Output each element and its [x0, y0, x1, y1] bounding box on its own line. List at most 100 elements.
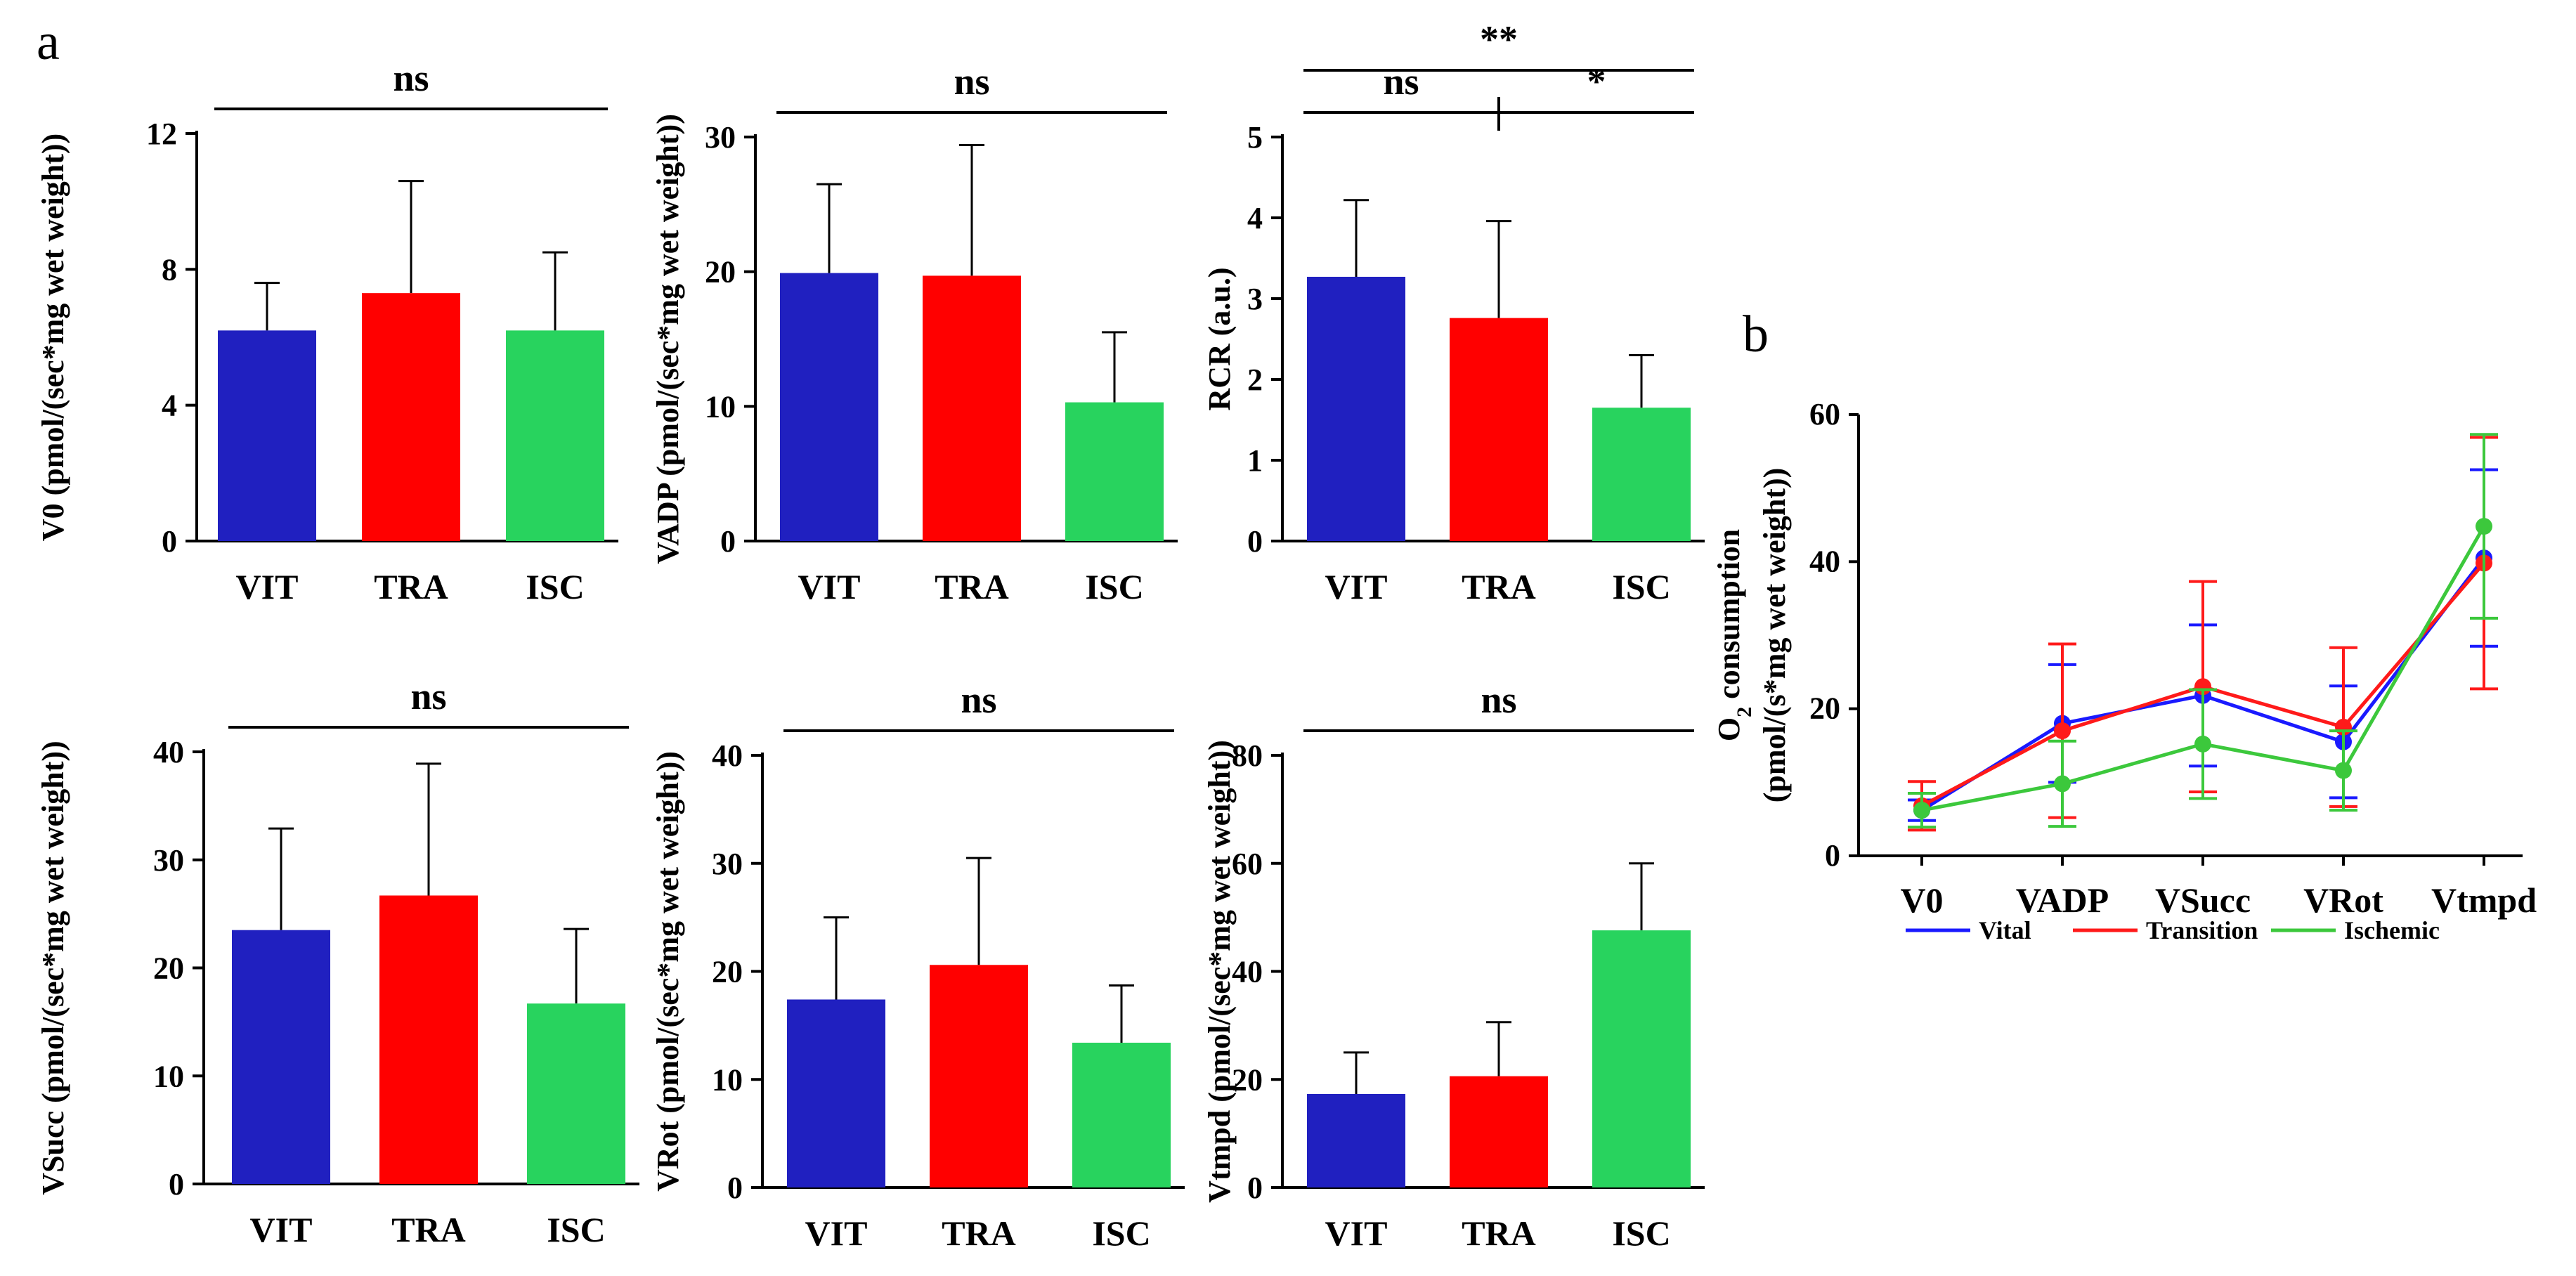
y-tick-label: 20 [1232, 1062, 1263, 1097]
y-tick-label: 30 [153, 843, 184, 878]
y-axis-label: V0 (pmol/(sec*mg wet weight)) [36, 134, 70, 541]
y-tick-label: 1 [1247, 443, 1263, 478]
y-tick-label: 40 [712, 738, 743, 773]
legend-label-vital: Vital [1979, 916, 2031, 944]
y-axis-label: VRot (pmol/(sec*mg wet weight)) [651, 751, 685, 1192]
y-axis-label: RCR (a.u.) [1202, 267, 1237, 410]
significance-label: ns [954, 60, 989, 103]
chart-o2: 0 20 40 60 V0 VADP VSucc VRot Vtmpd O2 consumptio… [1712, 397, 2537, 944]
chart-vadp: 0 10 20 30 VADP (pmol/(sec*mg wet weight)) VI… [651, 60, 1178, 606]
y-tick-label: 0 [169, 1167, 184, 1202]
panel-b-label: b [1743, 306, 1769, 363]
significance-label: ** [1480, 18, 1518, 60]
y-axis-label: Vtmpd (pmol/(sec*mg wet weight)) [1202, 740, 1237, 1203]
y-tick-label: 5 [1247, 120, 1263, 155]
x-tick-label: ISC [1612, 567, 1670, 606]
data-point [2054, 775, 2071, 793]
y-tick-label: 20 [1809, 691, 1840, 726]
y-axis-label-line1: O2 consumption [1712, 529, 1756, 741]
x-tick-label: VRot [2303, 880, 2383, 920]
y-tick-label: 20 [153, 951, 184, 986]
chart-rcr: 0 1 2 3 4 5 RCR (a.u.) VIT TRA ISC ** ns * [1202, 18, 1705, 606]
x-tick-label: V0 [1900, 880, 1943, 920]
bar-tra [362, 293, 460, 541]
y-tick-label: 30 [712, 847, 743, 881]
bar-tra [923, 275, 1021, 541]
x-tick-label: TRA [374, 567, 448, 606]
y-tick-label: 60 [1809, 397, 1840, 431]
bar-vit [1307, 1094, 1405, 1187]
bar-vit [780, 273, 878, 541]
y-tick-label: 0 [1247, 1171, 1263, 1205]
bar-tra [1450, 318, 1548, 541]
bar-vit [787, 999, 885, 1187]
significance-label: ns [1481, 679, 1516, 721]
series-transition [1908, 436, 2498, 832]
y-tick-label: 0 [727, 1171, 743, 1205]
y-tick-label: 0 [1247, 524, 1263, 559]
legend-label-transition: Transition [2146, 916, 2258, 944]
bar-vit [218, 330, 316, 541]
y-axis-label-line2: (pmol/(s*mg wet weight)) [1757, 468, 1792, 803]
significance-label: * [1587, 60, 1606, 103]
y-tick-label: 0 [720, 524, 736, 559]
panel-a-label: a [37, 13, 60, 71]
bar-tra [1450, 1076, 1548, 1187]
y-tick-label: 3 [1247, 282, 1263, 316]
bar-isc [1072, 1042, 1171, 1187]
bar-isc [1592, 930, 1691, 1187]
y-tick-label: 12 [146, 117, 177, 151]
y-tick-label: 0 [162, 524, 177, 559]
y-tick-label: 10 [705, 389, 736, 424]
bar-tra [379, 895, 478, 1184]
y-axis-label: VSucc (pmol/(sec*mg wet weight)) [36, 741, 70, 1194]
x-tick-label: Vtmpd [2431, 880, 2537, 920]
y-tick-label: 40 [1809, 544, 1840, 578]
data-point [1913, 802, 1930, 819]
y-label-rest: consumption [1712, 529, 1746, 707]
data-point [2335, 762, 2352, 779]
significance-label: ns [961, 679, 996, 721]
x-tick-label: VIT [1325, 1213, 1388, 1253]
x-tick-label: TRA [1462, 567, 1536, 606]
x-tick-label: TRA [942, 1213, 1016, 1253]
y-tick-label: 80 [1232, 738, 1263, 773]
x-tick-label: TRA [1462, 1213, 1536, 1253]
bar-tra [930, 965, 1028, 1187]
significance-label: ns [393, 57, 429, 99]
bar-vit [1307, 276, 1405, 541]
x-tick-label: VIT [805, 1213, 868, 1253]
x-tick-label: VSucc [2155, 880, 2251, 920]
significance-label: ns [1383, 60, 1419, 103]
y-axis-label: VADP (pmol/(sec*mg wet weight)) [651, 114, 685, 564]
x-tick-label: VIT [798, 567, 861, 606]
y-tick-label: 20 [712, 955, 743, 989]
y-tick-label: 0 [1825, 838, 1840, 873]
y-tick-label: 4 [1247, 201, 1263, 235]
chart-vrot: 0 10 20 30 40 VRot (pmol/(sec*mg wet weight))… [651, 679, 1185, 1253]
bar-vit [232, 930, 330, 1184]
data-point [2476, 518, 2492, 535]
x-tick-label: VIT [1325, 567, 1388, 606]
data-point [2054, 722, 2071, 740]
significance-label: ns [410, 675, 446, 717]
x-tick-label: ISC [1612, 1213, 1670, 1253]
y-tick-label: 40 [1232, 955, 1263, 989]
x-tick-label: ISC [1085, 567, 1143, 606]
y-tick-label: 2 [1247, 363, 1263, 397]
series-ischemic [1908, 433, 2498, 829]
bar-isc [506, 330, 604, 541]
y-tick-label: 10 [153, 1059, 184, 1093]
x-tick-label: VADP [2016, 880, 2109, 920]
y-label-subscript: 2 [1733, 707, 1756, 717]
y-tick-label: 60 [1232, 847, 1263, 881]
y-tick-label: 20 [705, 255, 736, 289]
x-tick-label: VIT [236, 567, 299, 606]
chart-v0: 0 4 8 12 V0 (pmol/(sec*mg wet weight)) VIT TRA… [36, 57, 618, 606]
bar-isc [1592, 408, 1691, 541]
data-point [2194, 735, 2211, 753]
x-tick-label: ISC [547, 1210, 605, 1249]
